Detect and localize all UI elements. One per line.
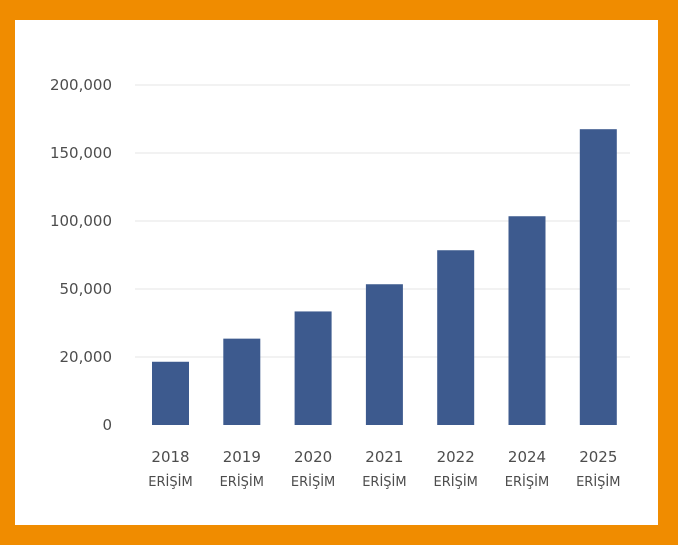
x-category-year: 2022 <box>437 448 475 466</box>
bars <box>152 129 617 425</box>
y-axis-tick-labels: 0 20,000 50,000 100,000 150,000 200,000 <box>50 76 112 434</box>
chart-panel: 0 20,000 50,000 100,000 150,000 200,000 2018 E… <box>15 20 658 525</box>
x-category-sub: ERİŞİM <box>220 474 264 490</box>
bar-2022 <box>437 250 475 425</box>
x-axis-category-labels: 2018 ERİŞİM 2019 ERİŞİM 2020 ERİŞİM 2021 ERİŞİM… <box>148 448 620 490</box>
x-category-year: 2024 <box>508 448 546 466</box>
y-tick-label: 50,000 <box>60 280 113 298</box>
x-category-sub: ERİŞİM <box>291 474 335 490</box>
y-tick-label: 0 <box>102 416 112 434</box>
y-tick-label: 200,000 <box>50 76 112 94</box>
bar-2018 <box>152 361 189 425</box>
x-category-year: 2019 <box>223 448 261 466</box>
x-category-year: 2020 <box>294 448 332 466</box>
x-category-sub: ERİŞİM <box>148 474 192 490</box>
bar-2024 <box>508 216 546 425</box>
bar-2019 <box>223 338 261 425</box>
x-category-sub: ERİŞİM <box>434 474 478 490</box>
bar-chart: 0 20,000 50,000 100,000 150,000 200,000 2018 E… <box>50 76 630 490</box>
x-category-sub: ERİŞİM <box>362 474 406 490</box>
x-category-sub: ERİŞİM <box>576 474 620 490</box>
bar-2021 <box>365 284 403 425</box>
bar-2020 <box>294 311 332 425</box>
bar-2025 <box>579 129 617 425</box>
x-category-year: 2021 <box>365 448 403 466</box>
x-category-year: 2018 <box>151 448 189 466</box>
x-category-sub: ERİŞİM <box>505 474 549 490</box>
y-tick-label: 20,000 <box>60 348 113 366</box>
x-category-year: 2025 <box>579 448 617 466</box>
gridlines <box>135 84 630 358</box>
y-tick-label: 150,000 <box>50 144 112 162</box>
y-tick-label: 100,000 <box>50 212 112 230</box>
